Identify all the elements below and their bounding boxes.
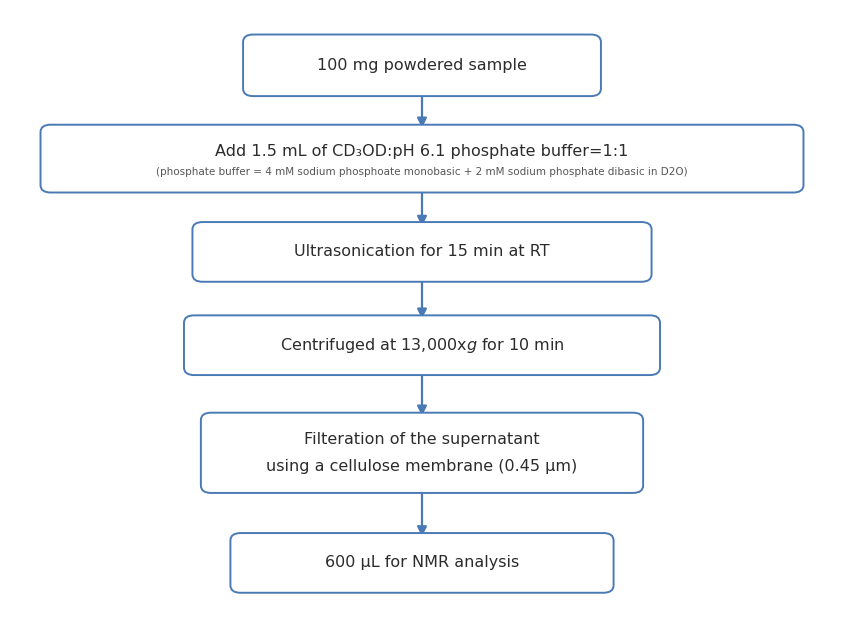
Text: Ultrasonication for 15 min at RT: Ultrasonication for 15 min at RT: [295, 244, 549, 259]
FancyBboxPatch shape: [184, 315, 660, 375]
FancyBboxPatch shape: [230, 533, 614, 593]
FancyBboxPatch shape: [41, 124, 803, 193]
Text: Centrifuged at 13,000x$g$ for 10 min: Centrifuged at 13,000x$g$ for 10 min: [279, 336, 565, 355]
FancyBboxPatch shape: [243, 34, 601, 96]
Text: Filteration of the supernatant: Filteration of the supernatant: [304, 432, 540, 447]
Text: using a cellulose membrane (0.45 μm): using a cellulose membrane (0.45 μm): [267, 459, 577, 474]
Text: 100 mg powdered sample: 100 mg powdered sample: [317, 58, 527, 73]
FancyBboxPatch shape: [192, 222, 652, 282]
Text: (phosphate buffer = 4 mM sodium phosphoate monobasic + 2 mM sodium phosphate dib: (phosphate buffer = 4 mM sodium phosphoa…: [156, 167, 688, 177]
Text: Add 1.5 mL of CD₃OD:pH 6.1 phosphate buffer=1:1: Add 1.5 mL of CD₃OD:pH 6.1 phosphate buf…: [215, 144, 629, 159]
FancyBboxPatch shape: [201, 413, 643, 493]
Text: 600 μL for NMR analysis: 600 μL for NMR analysis: [325, 555, 519, 570]
